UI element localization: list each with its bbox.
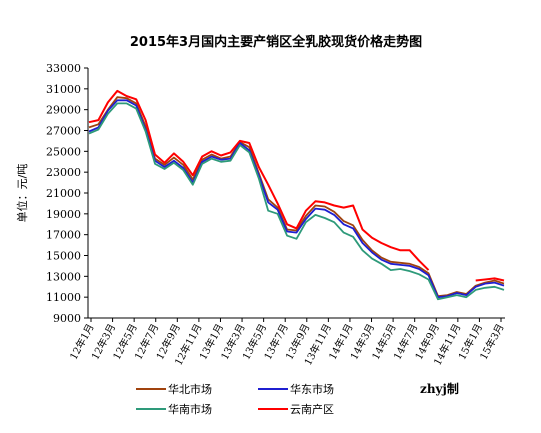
y-tick-label: 11000: [46, 291, 81, 304]
credit-text: zhyj制: [420, 381, 459, 396]
chart-title: 2015年3月国内主要产销区全乳胶现货价格走势图: [130, 34, 422, 50]
y-tick-label: 21000: [46, 187, 81, 200]
y-axis-label: 单位：元/吨: [15, 164, 29, 223]
y-tick-label: 17000: [46, 229, 81, 242]
series-layer: [88, 89, 505, 301]
y-tick-label: 27000: [46, 125, 81, 138]
y-tick-label: 29000: [46, 104, 81, 117]
legend-label-1: 华东市场: [290, 382, 334, 396]
y-tick-label: 31000: [46, 83, 81, 96]
legend-label-0: 华北市场: [168, 382, 212, 396]
legend: 华北市场 华东市场 华南市场 云南产区: [136, 382, 334, 416]
y-tick-label: 23000: [46, 166, 81, 179]
series-line-2: [88, 102, 505, 301]
series-line-3: [88, 89, 505, 282]
y-tick-label: 33000: [46, 62, 81, 75]
legend-label-2: 华南市场: [168, 402, 212, 416]
y-tick-label: 19000: [46, 208, 81, 221]
y-tick-label: 25000: [46, 145, 81, 158]
legend-label-3: 云南产区: [290, 402, 334, 416]
y-tick-label: 15000: [46, 250, 81, 263]
series-line-1: [88, 99, 505, 299]
x-axis-ticks: 12年1月12年3月12年5月12年7月12年9月12年11月13年1月13年3…: [67, 318, 507, 368]
y-tick-label: 9000: [53, 312, 81, 325]
series-line-0: [88, 96, 505, 297]
y-axis-ticks: 33000 31000 29000 27000 25000 23000 21000 19000…: [46, 62, 88, 325]
y-tick-label: 13000: [46, 270, 81, 283]
